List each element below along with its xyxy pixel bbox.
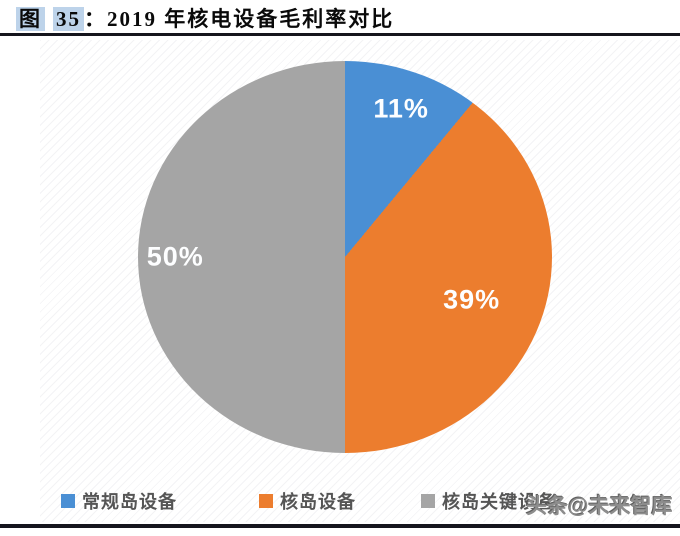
- legend-item-nuclear-island: 核岛设备: [259, 488, 356, 514]
- pie-label-conventional-island: 11%: [373, 93, 429, 124]
- legend-swatch-blue-icon: [61, 494, 75, 508]
- pie-chart-area: 11% 39% 50% 常规岛设备 核岛设备 核岛关键设备 头条@未来智库: [40, 40, 680, 522]
- title-colon: ：: [84, 7, 107, 31]
- legend-item-key-equipment: 核岛关键设备: [421, 488, 556, 514]
- legend-label: 核岛关键设备: [442, 492, 556, 512]
- pie-graphic: 11% 39% 50%: [138, 61, 552, 453]
- legend-item-conventional-island: 常规岛设备: [61, 488, 177, 514]
- pie-label-key-equipment: 50%: [146, 241, 204, 272]
- title-divider: [0, 33, 680, 36]
- title-text: 2019 年核电设备毛利率对比: [107, 7, 395, 31]
- figure-title: 图 35 ：2019 年核电设备毛利率对比: [16, 3, 394, 31]
- legend-swatch-orange-icon: [259, 494, 273, 508]
- figure-label: 图: [16, 7, 45, 31]
- figure-number: 35: [53, 7, 84, 31]
- watermark: 头条@未来智库: [526, 495, 673, 518]
- chart-legend: 常规岛设备 核岛设备 核岛关键设备: [40, 488, 680, 516]
- legend-label: 常规岛设备: [82, 492, 177, 512]
- pie-label-nuclear-island: 39%: [443, 284, 501, 315]
- legend-swatch-gray-icon: [421, 494, 435, 508]
- legend-label: 核岛设备: [280, 492, 356, 512]
- bottom-divider: [0, 524, 680, 528]
